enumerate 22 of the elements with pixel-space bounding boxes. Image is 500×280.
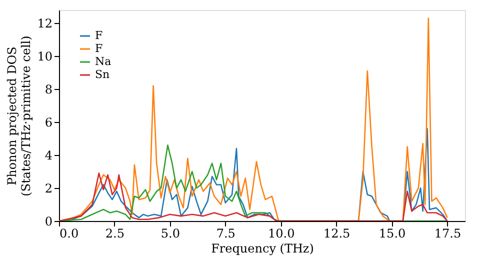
y-tick-label: 0 [44,214,52,228]
y-tick-label: 12 [37,16,52,31]
y-tick-label: 6 [44,116,52,130]
x-tick-label: 10.0 [268,226,295,240]
x-tick-label: 17.5 [434,226,462,240]
x-tick-label: 7.5 [216,226,236,240]
legend-label: Na [95,55,112,68]
y-tick-label: 2 [44,182,52,196]
legend-label: Sn [95,68,110,81]
x-tick-label: 0.0 [60,226,79,240]
y-tick-label: 4 [44,148,53,163]
x-axis-title: Frequency (THz) [211,242,314,256]
legend-label: F [95,42,103,55]
y-axis-title: Phonon projected DOS (States/THz·primitive cell) [5,36,34,196]
y-tick-label: 8 [44,82,52,97]
line-series [59,172,448,221]
x-tick-label: 2.5 [105,226,125,240]
x-tick-label: 12.5 [323,226,350,240]
legend-label: F [95,29,103,42]
x-tick-label: 15.0 [378,226,406,240]
x-tick-label: 5.0 [160,226,180,240]
y-tick-label: 10 [37,50,52,64]
